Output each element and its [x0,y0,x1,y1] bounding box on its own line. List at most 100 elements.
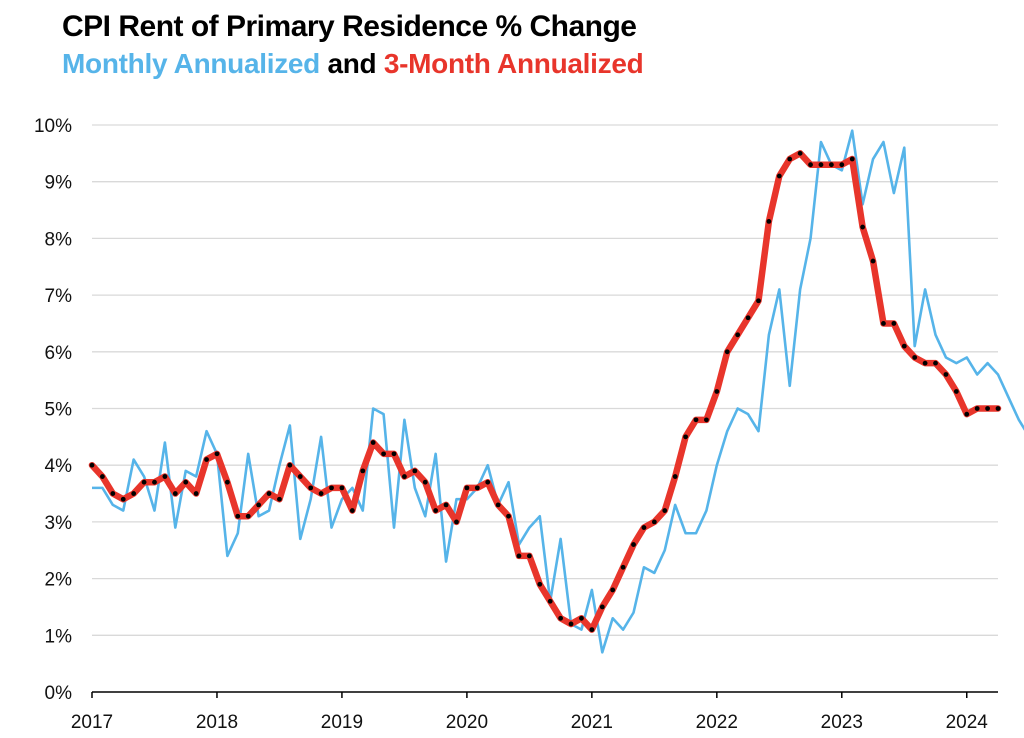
data-point-3-month [277,496,282,502]
data-point-3-month [776,173,782,179]
data-point-3-month [297,474,303,479]
data-point-3-month [766,218,772,224]
data-point-3-month [735,332,741,338]
data-point-3-month [724,349,730,355]
data-point-3-month [422,479,428,485]
data-point-3-month [402,474,407,479]
data-point-3-month [526,553,532,559]
series-markers [89,150,1001,633]
data-point-3-month [506,513,511,519]
data-point-3-month [183,479,189,485]
data-point-3-month [433,508,439,513]
data-point-3-month [360,468,366,474]
data-point-3-month [828,162,834,168]
x-tick-label: 2019 [321,712,363,733]
data-point-3-month [287,462,293,468]
subtitle-connector: and [327,48,377,79]
data-point-3-month [849,156,855,162]
data-point-3-month [89,462,95,468]
data-point-3-month [110,491,116,496]
data-point-3-month [922,360,928,366]
data-point-3-month [787,156,793,162]
data-point-3-month [464,485,470,491]
data-point-3-month [485,479,491,485]
y-tick-label: 7% [45,286,73,307]
data-point-3-month [995,406,1001,411]
data-point-3-month [412,468,418,474]
tick-labels: 0% 1% 2% 3% 4% 5% 6% 7% 8% 9% 10% 2017 2018 2019 2020 2… [34,116,988,733]
data-point-3-month [329,485,334,491]
data-point-3-month [964,411,970,417]
data-point-3-month [901,343,907,349]
chart-title-block: CPI Rent of Primary Residence % Change M… [62,8,644,82]
data-point-3-month [245,513,251,519]
data-point-3-month [162,474,168,479]
data-point-3-month [443,502,449,508]
data-point-3-month [683,434,688,440]
data-point-3-month [912,355,918,360]
y-tick-label: 9% [45,173,73,194]
data-point-3-month [620,564,626,570]
data-point-3-month [881,321,886,326]
data-point-3-month [745,315,751,321]
y-tick-label: 0% [45,683,73,704]
data-point-3-month [120,496,126,502]
data-point-3-month [953,389,959,394]
data-point-3-month [381,451,386,457]
axes [91,691,998,698]
data-point-3-month [943,372,949,377]
y-tick-label: 6% [45,343,73,364]
data-point-3-month [589,627,595,633]
data-point-3-month [839,162,845,168]
data-point-3-month [454,519,459,525]
subtitle-three-month-series: 3-Month Annualized [383,48,644,79]
data-point-3-month [974,406,980,411]
data-point-3-month [495,502,501,508]
x-tick-label: 2024 [946,712,989,733]
data-point-3-month [266,491,272,496]
data-point-3-month [224,479,230,485]
data-point-3-month [547,598,553,604]
data-point-3-month [818,162,824,168]
subtitle-monthly-series: Monthly Annualized [62,48,320,79]
data-point-3-month [985,406,990,411]
data-point-3-month [631,542,636,547]
data-point-3-month [599,604,605,610]
x-tick-label: 2020 [446,712,488,733]
data-point-3-month [204,457,209,462]
chart-subtitle: Monthly Annualized and 3-Month Annualize… [62,46,644,82]
data-point-3-month [662,508,668,513]
data-point-3-month [516,553,522,559]
data-point-3-month [172,491,178,496]
y-tick-label: 4% [45,456,73,477]
y-tick-label: 1% [45,626,73,647]
data-point-3-month [558,615,564,621]
data-point-3-month [391,451,397,457]
data-point-3-month [808,162,813,168]
chart-title: CPI Rent of Primary Residence % Change [62,10,637,43]
x-tick-label: 2023 [821,712,863,733]
data-point-3-month [933,360,938,366]
data-point-3-month [100,474,105,479]
series-lines [88,129,1024,654]
data-point-3-month [891,321,897,326]
data-point-3-month [756,298,761,304]
data-point-3-month [339,485,345,491]
data-point-3-month [641,525,647,530]
data-point-3-month [651,519,657,525]
series-line-monthly-annualized [92,129,1024,654]
data-point-3-month [579,615,584,621]
x-tick-label: 2017 [71,712,113,733]
data-point-3-month [672,474,678,479]
data-point-3-month [308,485,314,491]
y-tick-label: 10% [34,116,72,137]
gridlines [92,124,998,636]
data-point-3-month [704,417,709,423]
data-point-3-month [474,485,480,491]
data-point-3-month [610,587,616,593]
y-tick-label: 3% [45,513,73,534]
x-tick-label: 2021 [571,712,613,733]
data-point-3-month [870,258,876,264]
x-tick-label: 2018 [196,712,238,733]
